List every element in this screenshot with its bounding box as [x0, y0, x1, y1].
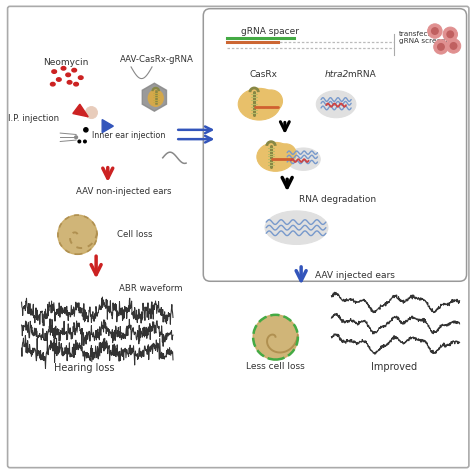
Text: ABR waveform: ABR waveform: [119, 284, 183, 293]
Circle shape: [447, 31, 454, 37]
Polygon shape: [102, 119, 113, 133]
Text: AAV non-injected ears: AAV non-injected ears: [76, 187, 172, 196]
Ellipse shape: [72, 68, 76, 72]
Text: htra2: htra2: [324, 70, 349, 79]
Text: RNA degradation: RNA degradation: [299, 195, 376, 204]
Circle shape: [450, 43, 457, 49]
Text: Hearing loss: Hearing loss: [54, 364, 115, 374]
Text: I.P. injection: I.P. injection: [8, 114, 59, 123]
Circle shape: [434, 40, 448, 54]
Ellipse shape: [86, 164, 97, 169]
Ellipse shape: [126, 164, 136, 169]
Text: Cell loss: Cell loss: [117, 230, 153, 239]
Text: AAV-CasRx-gRNA: AAV-CasRx-gRNA: [120, 55, 194, 64]
Ellipse shape: [148, 90, 163, 106]
Circle shape: [438, 44, 444, 50]
Ellipse shape: [61, 66, 66, 70]
Polygon shape: [142, 83, 166, 111]
Ellipse shape: [316, 91, 356, 118]
Text: Inner ear injection: Inner ear injection: [92, 131, 165, 140]
Ellipse shape: [287, 148, 320, 170]
Circle shape: [85, 107, 98, 118]
Circle shape: [443, 27, 457, 42]
Text: AAV injected ears: AAV injected ears: [315, 271, 395, 280]
Polygon shape: [253, 315, 298, 360]
Circle shape: [447, 39, 461, 53]
FancyBboxPatch shape: [203, 9, 466, 281]
Circle shape: [83, 140, 86, 143]
Circle shape: [78, 140, 81, 143]
Text: Neomycin: Neomycin: [43, 58, 89, 67]
Text: mRNA: mRNA: [346, 70, 376, 79]
Ellipse shape: [265, 211, 328, 245]
Ellipse shape: [145, 164, 155, 169]
Text: Less cell loss: Less cell loss: [246, 362, 305, 371]
Text: gRNA spacer: gRNA spacer: [241, 27, 299, 36]
Ellipse shape: [276, 144, 296, 164]
Text: CasRx: CasRx: [250, 70, 278, 79]
Text: Improved: Improved: [371, 362, 418, 372]
Ellipse shape: [67, 81, 72, 84]
Circle shape: [84, 128, 88, 132]
FancyBboxPatch shape: [8, 6, 469, 468]
Ellipse shape: [257, 142, 294, 171]
Ellipse shape: [74, 82, 78, 86]
Ellipse shape: [105, 164, 115, 169]
Polygon shape: [58, 215, 97, 254]
Polygon shape: [73, 104, 88, 117]
Ellipse shape: [238, 88, 280, 120]
Circle shape: [72, 114, 111, 155]
Circle shape: [428, 24, 442, 38]
Circle shape: [81, 102, 102, 123]
Text: transfection
gRNA screening: transfection gRNA screening: [399, 31, 456, 44]
Circle shape: [432, 28, 438, 34]
Ellipse shape: [50, 82, 55, 86]
Circle shape: [75, 136, 77, 139]
Ellipse shape: [86, 119, 163, 168]
Ellipse shape: [78, 76, 83, 79]
Ellipse shape: [52, 70, 56, 73]
Ellipse shape: [66, 73, 71, 77]
Ellipse shape: [56, 78, 61, 81]
Ellipse shape: [259, 90, 283, 112]
